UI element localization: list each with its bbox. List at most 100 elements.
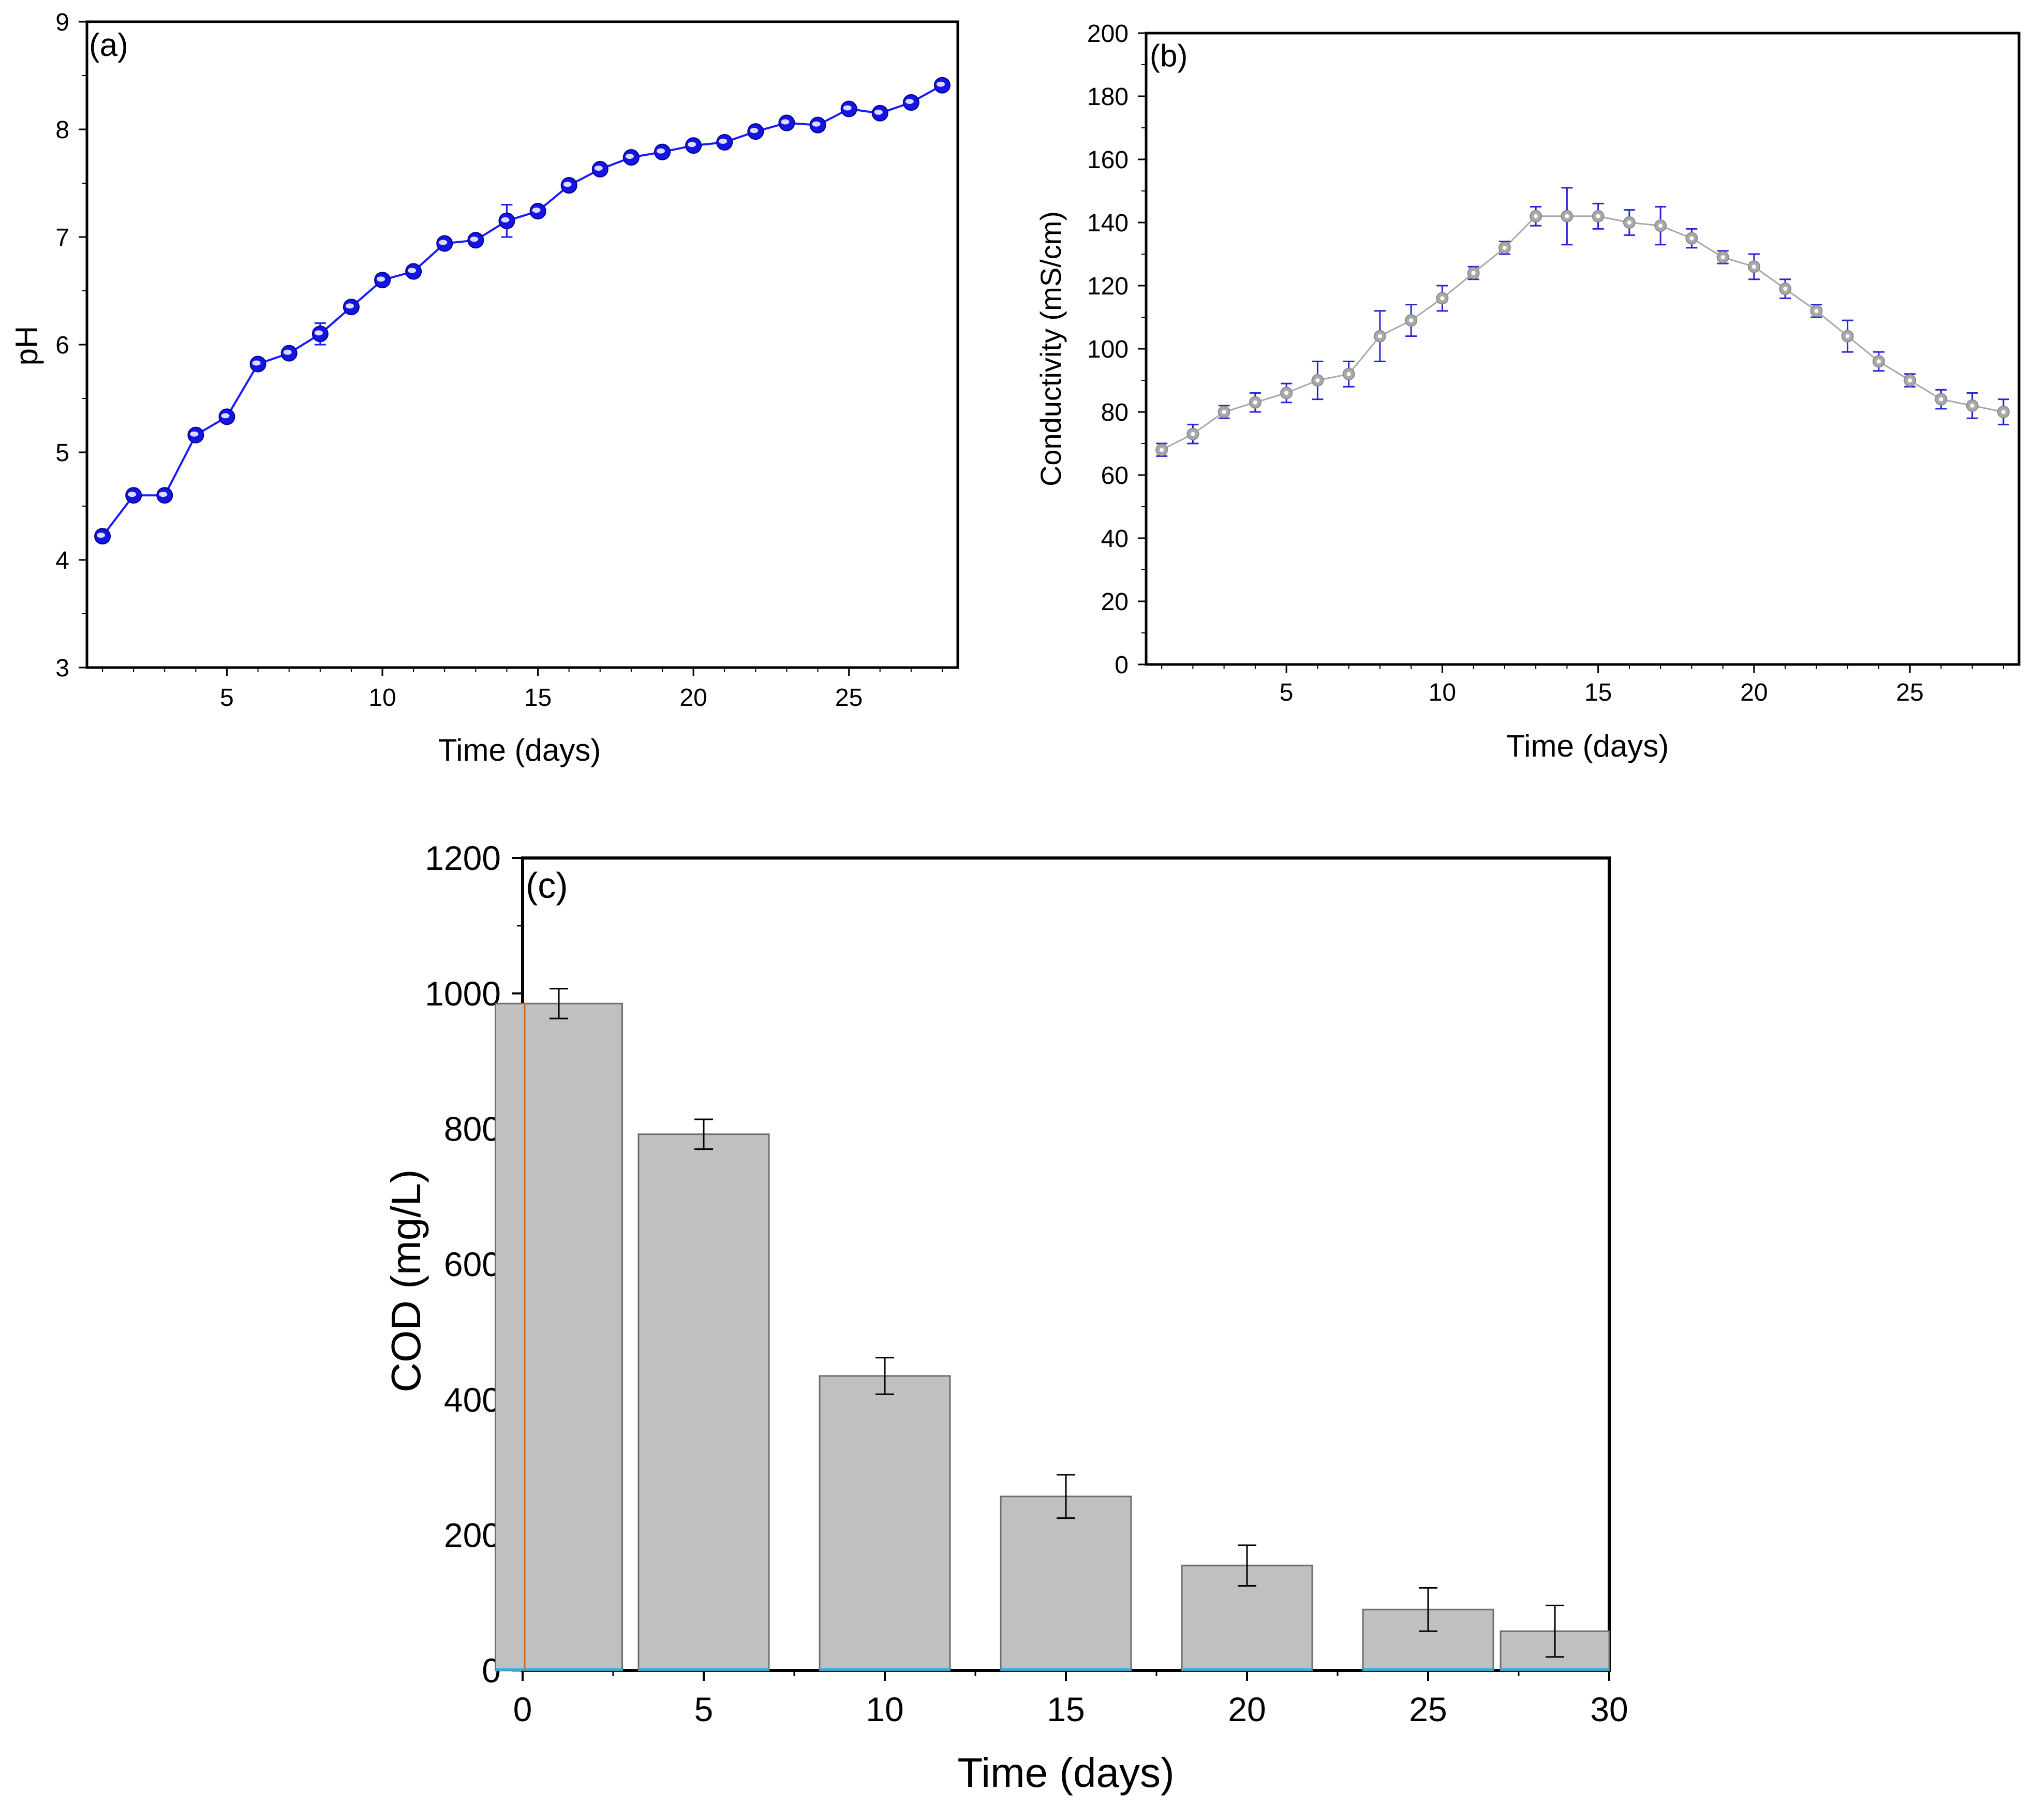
data-point-center [1315,378,1320,382]
x-tick-label: 25 [1896,679,1923,706]
data-point-center [1658,224,1663,228]
data-point-center [1377,334,1382,338]
data-point-center [1596,214,1600,218]
data-point-highlight [905,99,914,104]
x-axis-title: Time (days) [1506,729,1669,763]
y-tick-label: 180 [1087,83,1129,111]
data-point-center [1253,400,1257,405]
panel-label: (a) [89,27,128,63]
y-tick-label: 0 [1115,652,1129,679]
x-tick-label: 10 [368,684,396,712]
x-tick-label: 15 [524,684,552,712]
data-point-highlight [377,276,385,282]
panel-label: (b) [1150,38,1188,73]
data-point-highlight [563,182,572,187]
data-point-highlight [874,109,883,115]
y-tick-label: 200 [1087,20,1129,48]
data-point-highlight [781,119,790,125]
y-tick-label: 400 [444,1381,501,1419]
y-tick-label: 20 [1101,588,1129,616]
data-point-center [1160,448,1164,452]
data-point-highlight [283,349,292,355]
data-point-center [1783,287,1788,291]
data-point-center [1534,214,1538,218]
data-point-center [1720,255,1725,260]
x-axis-title: Time (days) [438,733,601,767]
data-point-highlight [252,360,261,366]
data-point-center [2001,410,2006,414]
data-point-highlight [159,492,168,497]
x-tick-label: 30 [1590,1690,1628,1728]
y-tick-label: 7 [55,224,69,251]
data-point-highlight [439,240,448,245]
y-axis-title: Conductivity (mS/cm) [1034,211,1067,486]
data-point-highlight [812,121,821,127]
x-tick-label: 15 [1584,679,1612,706]
plot-frame [1145,32,2021,666]
bar [495,1002,623,1671]
data-point-highlight [750,128,759,134]
axis-ticks: 3 4 5 6 7 8 9 5 10 15 20 25 [55,9,943,712]
x-tick-label: 10 [1429,679,1456,706]
data-point-center [1440,296,1445,301]
y-tick-label: 9 [55,9,69,36]
x-tick-label: 20 [1740,679,1768,706]
bar [1000,1496,1132,1671]
x-tick-label: 5 [694,1690,714,1728]
y-tick-label: 40 [1101,525,1129,553]
series-line-path [101,84,943,537]
y-tick-label: 200 [444,1516,501,1554]
data-point-center [1409,318,1414,323]
data-point-center [1346,372,1351,376]
y-tick-label: 3 [55,655,69,682]
data-point-highlight [625,154,634,159]
y-tick-label: 80 [1101,399,1129,426]
y-tick-label: 600 [444,1245,501,1283]
x-tick-label: 5 [220,684,234,712]
data-point-center [1191,432,1195,436]
x-tick-label: 20 [679,684,707,712]
data-point-highlight [190,431,199,437]
data-point-highlight [719,138,728,144]
y-tick-label: 800 [444,1109,501,1148]
data-point-highlight [128,492,137,497]
data-point-highlight [314,330,323,336]
x-tick-label: 25 [1409,1690,1447,1728]
series-line [101,84,943,537]
data-point-highlight [345,303,354,309]
data-marks [495,988,1610,1671]
y-tick-label: 4 [55,547,69,574]
y-tick-label: 1000 [425,974,501,1013]
data-point-highlight [656,148,665,154]
data-marks [1155,187,2010,457]
series-line [1161,215,2004,451]
data-point-center [1565,214,1569,218]
data-point-center [1471,271,1476,275]
x-tick-label: 5 [1280,679,1294,706]
data-point-center [1814,308,1819,313]
panel-a-ph-chart: 3 4 5 6 7 8 9 5 10 15 20 25 (a) Time (days) pH [9,9,959,767]
data-point-center [1845,334,1850,338]
data-point-center [1908,378,1912,382]
y-tick-label: 140 [1087,210,1129,237]
y-axis-title: pH [9,326,44,366]
data-point-highlight [221,413,230,419]
series-line-path [1161,215,2004,451]
data-point-highlight [594,165,603,171]
y-tick-label: 120 [1087,273,1129,300]
panel-label: (c) [526,865,568,906]
data-point-center [1876,359,1881,364]
data-point-center [1502,245,1507,250]
x-tick-label: 15 [1047,1690,1085,1728]
data-point-center [1970,403,1975,408]
data-point-highlight [501,217,510,223]
data-point-highlight [936,81,945,87]
data-point-center [1939,397,1943,402]
y-tick-label: 160 [1087,146,1129,174]
panel-b-conductivity-chart: 0 20 40 60 80 100 120 140 160 180 200 5 10 15 20 25 (b)… [1034,20,2021,763]
data-marks [94,77,951,545]
y-tick-label: 6 [55,332,69,359]
x-tick-label: 25 [835,684,863,712]
axis-ticks: 0 20 40 60 80 100 120 140 160 180 200 5 10 15 20 25 [1087,20,2004,706]
